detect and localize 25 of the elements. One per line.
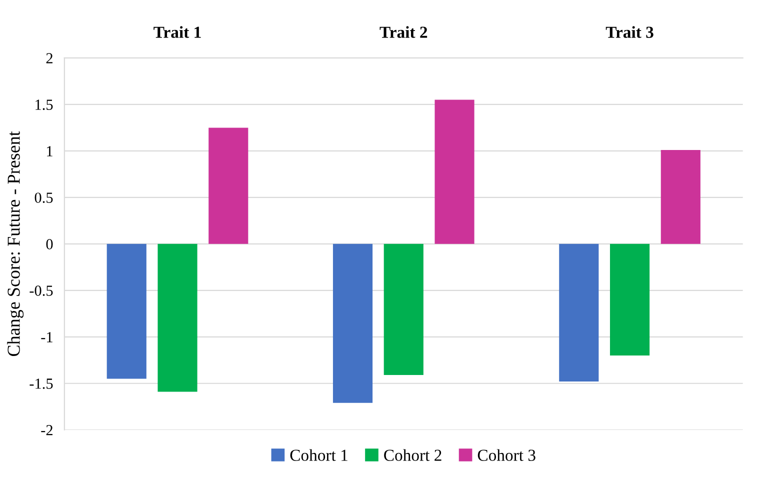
bar	[434, 100, 474, 244]
legend-label: Cohort 3	[478, 449, 536, 461]
bar	[332, 244, 373, 403]
y-tick-label: 0.5	[34, 192, 53, 203]
y-tick-label: 2	[46, 53, 52, 64]
bar	[559, 244, 599, 382]
y-tick-label: -1.5	[30, 378, 53, 389]
x-tick-label: Trait 3	[606, 26, 654, 38]
legend-label: Cohort 1	[290, 449, 348, 461]
bar	[158, 244, 198, 392]
y-tick-label: 0	[46, 239, 53, 250]
y-tick-label: -0.5	[30, 286, 53, 296]
bar	[660, 150, 700, 244]
bar	[384, 244, 424, 376]
x-tick-label: Trait 2	[380, 26, 428, 38]
y-tick-label: 1.5	[36, 100, 53, 110]
legend-label: Cohort 2	[384, 449, 442, 461]
y-tick-label: 1	[47, 146, 52, 156]
y-axis-title: Change Score: Future - Present	[7, 131, 24, 356]
bar	[610, 244, 650, 356]
bar	[106, 244, 146, 379]
x-tick-label: Trait 1	[154, 26, 201, 38]
y-tick-label: -1	[41, 332, 52, 342]
y-tick-label: -2	[41, 425, 52, 436]
bar	[208, 128, 248, 244]
